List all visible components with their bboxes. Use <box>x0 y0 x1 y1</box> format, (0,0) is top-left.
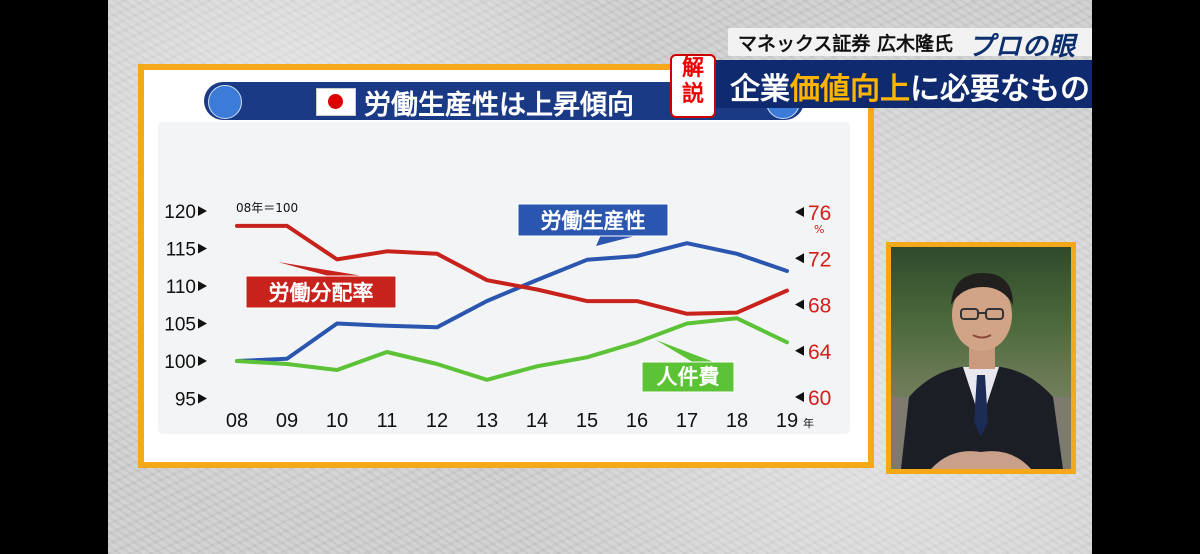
series-label-labor-share: 労働分配率 <box>269 281 374 305</box>
right-axis-tick-label: 68 <box>808 295 831 318</box>
right-axis-unit: % <box>814 223 824 236</box>
badge-char: 解 <box>681 56 704 81</box>
x-axis-tick-label: 15 <box>576 410 598 432</box>
x-axis-tick-label: 17 <box>676 410 698 432</box>
right-axis-tick-label: 64 <box>808 341 832 364</box>
right-axis-tick-marker <box>795 345 804 356</box>
headline-bar <box>690 60 1092 108</box>
series-line <box>235 241 789 363</box>
series-label-labor-share-pointer <box>278 262 363 276</box>
x-axis-unit: 年 <box>803 416 814 430</box>
x-axis-tick-label: 16 <box>626 410 648 432</box>
left-axis-tick-marker <box>198 281 207 291</box>
right-axis-tick-marker <box>795 299 804 310</box>
chart-title: 労働生産性は上昇傾向 <box>364 90 634 121</box>
headline-highlight: 価値向上 <box>790 72 910 107</box>
right-axis-tick-label: 60 <box>808 387 831 410</box>
left-axis-tick-label: 105 <box>164 315 196 336</box>
japan-flag-icon <box>316 88 356 116</box>
presenter-video-frame <box>891 247 1071 469</box>
left-axis-tick-label: 115 <box>166 240 196 261</box>
series-label-labor-productivity-box <box>517 203 669 237</box>
index-base-note: 08年＝100 <box>236 201 298 215</box>
x-axis-tick-label: 12 <box>426 410 448 432</box>
series-label-personnel-cost-box <box>641 361 735 393</box>
left-axis-tick-marker <box>198 356 207 366</box>
left-axis-tick-marker <box>198 206 207 216</box>
presenter-video <box>886 242 1076 474</box>
left-axis-tick-label: 120 <box>164 202 196 223</box>
x-axis-tick-label: 14 <box>526 410 548 432</box>
series-label-labor-productivity: 労働生産性 <box>541 209 646 233</box>
program-brand: プロの眼 <box>968 32 1077 62</box>
broadcast-frame: 労働生産性は上昇傾向 95 100 105 110 115 120 60 64 68 72 76% 0… <box>108 0 1092 554</box>
series-line <box>235 223 789 316</box>
series-line <box>235 316 789 382</box>
title-bar-left-cap <box>208 85 242 119</box>
left-axis-tick-marker <box>198 243 207 254</box>
left-axis-tick-marker <box>198 393 207 404</box>
right-axis-tick-label: 76 <box>808 202 831 225</box>
series-label-personnel-cost-pointer <box>656 340 714 362</box>
series-label-personnel-cost: 人件費 <box>657 365 720 389</box>
explanation-badge: 解 説 <box>670 54 716 118</box>
left-axis-tick-label: 100 <box>164 352 196 373</box>
left-axis-tick-marker <box>198 318 207 329</box>
x-axis-tick-label: 18 <box>726 410 748 432</box>
presenter-figure <box>891 273 1071 469</box>
right-axis-tick-label: 72 <box>808 248 831 271</box>
x-axis-tick-label: 09 <box>276 410 298 432</box>
headline: 企業価値向上に必要なもの <box>730 64 1090 108</box>
x-axis-tick-label: 19 <box>776 410 798 432</box>
right-axis-tick-marker <box>795 207 804 218</box>
x-axis-tick-label: 08 <box>226 410 248 432</box>
x-axis-tick-label: 11 <box>377 410 398 432</box>
headline-part: 企業 <box>730 72 790 107</box>
right-axis-tick-marker <box>795 392 804 402</box>
x-axis-tick-label: 13 <box>476 410 498 432</box>
series-label-labor-productivity-pointer <box>596 236 635 246</box>
left-axis-tick-label: 95 <box>175 390 196 411</box>
speaker-strip <box>728 28 1092 56</box>
line-chart: 95 100 105 110 115 120 60 64 68 72 76% 08年＝100 08 09 1… <box>164 201 832 432</box>
speaker-name: マネックス証券 広木隆氏 <box>738 33 954 55</box>
right-axis-tick-marker <box>795 253 804 264</box>
left-axis-tick-label: 110 <box>166 277 196 298</box>
series-label-labor-share-box <box>245 275 397 309</box>
badge-char: 説 <box>681 82 704 107</box>
x-axis-tick-label: 10 <box>326 410 348 432</box>
headline-part: に必要なもの <box>910 72 1090 107</box>
